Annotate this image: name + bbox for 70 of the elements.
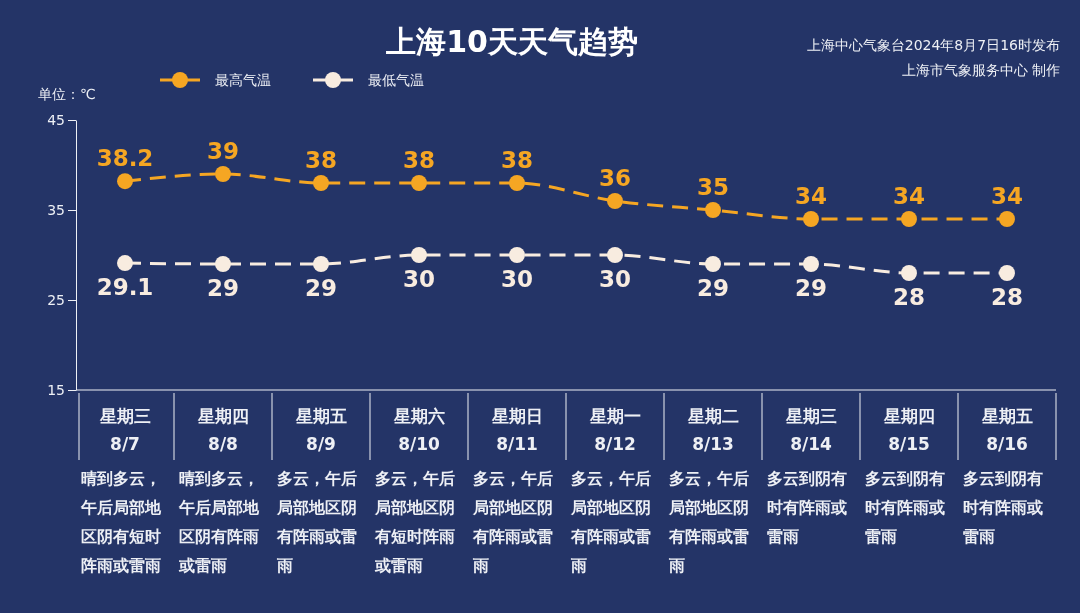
- data-label: 29: [206, 275, 240, 301]
- point: [901, 211, 917, 227]
- data-label: 34: [794, 183, 828, 209]
- point: [607, 247, 623, 263]
- point: [803, 256, 819, 272]
- data-label: 35: [696, 174, 730, 200]
- y-tick-label: 45: [47, 111, 65, 128]
- text: 多云，午后局部地区阴有短时阵雨或雷雨: [374, 469, 455, 575]
- data-label: 30: [402, 266, 436, 292]
- point: [705, 256, 721, 272]
- point: [313, 256, 329, 272]
- text: 多云，午后局部地区阴有阵雨或雷雨: [276, 469, 357, 575]
- text: 多云到阴有时有阵雨或雷雨: [963, 469, 1043, 546]
- data-label: 29.1: [96, 274, 154, 301]
- point: [117, 173, 133, 190]
- text: 多云，午后局部地区阴有阵雨或雷雨: [472, 469, 553, 575]
- text: 多云到阴有时有阵雨或雷雨: [865, 469, 945, 546]
- point: [411, 175, 427, 191]
- x-tick-label: 星期五 8/16: [980, 406, 1033, 454]
- point: [509, 247, 525, 263]
- x-tick-label: 星期日 8/11: [490, 406, 543, 454]
- point: [313, 175, 329, 191]
- y-tick-label: 35: [47, 201, 65, 218]
- x-tick-label: 星期一 8/12: [588, 406, 641, 454]
- x-tick-label: 星期六 8/10: [392, 406, 445, 454]
- data-label: 38: [500, 147, 534, 173]
- point: [705, 202, 721, 218]
- data-label: 38: [304, 147, 338, 173]
- data-label: 36: [598, 165, 632, 191]
- data-label: 29: [794, 275, 828, 301]
- data-label: 39: [206, 138, 240, 164]
- point: [901, 265, 917, 281]
- text: 多云，午后局部地区阴有阵雨或雷雨: [668, 469, 749, 575]
- chart-title: 上海10天天气趋势: [385, 24, 638, 59]
- y-tick-label: 15: [47, 381, 65, 398]
- x-tick-label: 星期五 8/9: [294, 406, 347, 454]
- point: [607, 193, 623, 209]
- text: 多云到阴有时有阵雨或雷雨: [767, 469, 847, 546]
- text: 上海市气象服务中心 制作: [901, 62, 1060, 78]
- legend-label: 最高气温: [215, 72, 271, 88]
- data-label: 34: [990, 183, 1024, 209]
- y-axis-title: 单位：℃: [38, 86, 96, 102]
- data-label: 28: [990, 284, 1024, 310]
- data-label: 30: [598, 266, 632, 292]
- x-tick-label: 星期二 8/13: [686, 406, 739, 454]
- x-tick-label: 星期三 8/7: [98, 406, 151, 454]
- point: [999, 211, 1015, 227]
- point: [117, 255, 133, 272]
- point: [215, 256, 231, 272]
- point: [411, 247, 427, 263]
- x-tick-label: 星期三 8/14: [784, 406, 837, 454]
- point: [509, 175, 525, 191]
- x-tick-label: 星期四 8/8: [196, 406, 249, 454]
- data-label: 30: [500, 266, 534, 292]
- point: [215, 166, 231, 182]
- y-tick-label: 25: [47, 291, 65, 308]
- data-label: 34: [892, 183, 926, 209]
- text: 晴到多云，午后局部地区阴有阵雨或雷雨: [178, 469, 260, 575]
- data-label: 29: [304, 275, 338, 301]
- point: [999, 265, 1015, 281]
- data-label: 38.2: [96, 145, 154, 172]
- text: 多云，午后局部地区阴有阵雨或雷雨: [570, 469, 651, 575]
- point: [803, 211, 819, 227]
- text: 上海中心气象台2024年8月7日16时发布: [806, 37, 1060, 53]
- data-label: 29: [696, 275, 730, 301]
- legend-label: 最低气温: [368, 72, 424, 88]
- data-label: 38: [402, 147, 436, 173]
- data-label: 28: [892, 284, 926, 310]
- x-tick-label: 星期四 8/15: [882, 406, 935, 454]
- text: 晴到多云，午后局部地区阴有短时阵雨或雷雨: [80, 469, 162, 575]
